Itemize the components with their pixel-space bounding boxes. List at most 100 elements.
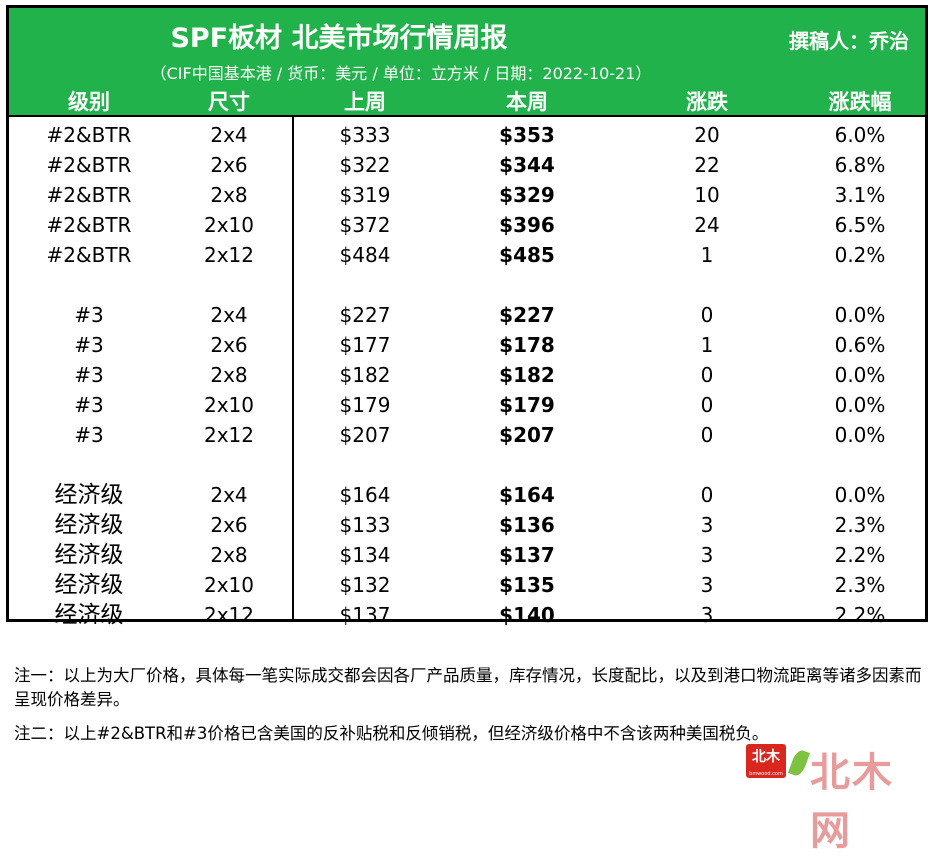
size-cell: 2x4 [210,483,248,507]
price-table-frame: SPF板材 北美市场行情周报 撰稿人：乔治 （CIF中国基本港 / 货币：美元 … [6,5,928,628]
column-header-last-week: 上周 [344,90,386,114]
this-week-cell: $164 [499,483,555,507]
this-week-cell: $182 [499,363,555,387]
size-cell: 2x6 [210,333,248,357]
this-week-cell: $207 [499,423,555,447]
change-pct-cell: 6.0% [834,123,886,147]
last-week-cell: $179 [339,393,391,417]
size-cell: 2x12 [203,603,254,627]
size-cell: 2x12 [203,423,254,447]
table-row: #3 2x8 $182 $182 0 0.0% [9,360,925,390]
grade-cell: #2&BTR [46,243,132,267]
logo-badge-url: bmwood.com [749,771,783,777]
change-pct-cell: 0.0% [834,363,886,387]
size-cell: 2x8 [210,543,248,567]
logo-text: 北木网 [810,750,894,854]
table-row: #2&BTR 2x12 $484 $485 1 0.2% [9,240,925,270]
table-row: 经济级 2x4 $164 $164 0 0.0% [9,480,925,510]
last-week-cell: $372 [339,213,391,237]
change-cell: 24 [694,213,720,237]
change-cell: 1 [700,333,714,357]
table-row: #2&BTR 2x10 $372 $396 24 6.5% [9,210,925,240]
last-week-cell: $137 [339,603,391,627]
size-cell: 2x8 [210,183,248,207]
table-row: #2&BTR 2x8 $319 $329 10 3.1% [9,180,925,210]
change-pct-cell: 2.2% [834,603,886,627]
change-cell: 0 [700,423,714,447]
last-week-cell: $319 [339,183,391,207]
change-cell: 0 [700,393,714,417]
footnote-1: 注一：以上为大厂价格，具体每一笔实际成交都会因各厂产品质量，库存情况，长度配比，… [14,666,922,709]
report-subtitle: （CIF中国基本港 / 货币：美元 / 单位：立方米 / 日期：2022-10-… [150,64,652,83]
this-week-cell: $485 [499,243,555,267]
size-cell: 2x6 [210,153,248,177]
last-week-cell: $207 [339,423,391,447]
this-week-cell: $178 [499,333,555,357]
this-week-cell: $179 [499,393,555,417]
column-header-change: 涨跌 [686,90,728,114]
grade-cell: #3 [74,393,104,417]
header-divider [9,115,925,117]
column-header-this-week: 本周 [506,90,548,114]
this-week-cell: $396 [499,213,555,237]
change-cell: 20 [694,123,720,147]
last-week-cell: $164 [339,483,391,507]
grade-cell: #2&BTR [46,183,132,207]
change-pct-cell: 6.8% [834,153,886,177]
change-pct-cell: 0.0% [834,303,886,327]
size-cell: 2x8 [210,363,248,387]
table-header: SPF板材 北美市场行情周报 撰稿人：乔治 （CIF中国基本港 / 货币：美元 … [9,8,925,115]
column-header-grade: 级别 [68,90,110,114]
table-row: #2&BTR 2x6 $322 $344 22 6.8% [9,150,925,180]
grade-cell: #3 [74,423,104,447]
grade-cell: #3 [74,303,104,327]
table-row: #3 2x6 $177 $178 1 0.6% [9,330,925,360]
leaf-icon [787,748,811,778]
grade-cell: 经济级 [54,512,124,538]
grade-cell: #3 [74,333,104,357]
size-cell: 2x6 [210,513,248,537]
change-cell: 3 [700,573,714,597]
grade-cell: 经济级 [54,602,124,628]
this-week-cell: $136 [499,513,555,537]
change-pct-cell: 0.0% [834,423,886,447]
this-week-cell: $140 [499,603,555,627]
table-row: #2&BTR 2x4 $333 $353 20 6.0% [9,120,925,150]
change-cell: 0 [700,483,714,507]
change-cell: 3 [700,513,714,537]
size-cell: 2x10 [203,393,254,417]
change-pct-cell: 6.5% [834,213,886,237]
change-pct-cell: 3.1% [834,183,886,207]
table-body: #2&BTR 2x4 $333 $353 20 6.0% #2&BTR 2x6 $322 $344… [9,115,925,628]
grade-cell: 经济级 [54,542,124,568]
last-week-cell: $182 [339,363,391,387]
change-pct-cell: 2.3% [834,573,886,597]
last-week-cell: $322 [339,153,391,177]
this-week-cell: $344 [499,153,555,177]
this-week-cell: $137 [499,543,555,567]
author-label: 撰稿人：乔治 [789,29,909,53]
column-header-change-pct: 涨跌幅 [828,90,892,114]
logo-badge-text: 北木 [752,749,780,765]
this-week-cell: $353 [499,123,555,147]
change-cell: 3 [700,543,714,567]
change-pct-cell: 0.6% [834,333,886,357]
change-pct-cell: 0.0% [834,393,886,417]
logo-badge: 北木 bmwood.com [746,744,786,778]
last-week-cell: $227 [339,303,391,327]
table-row: 经济级 2x8 $134 $137 3 2.2% [9,540,925,570]
last-week-cell: $177 [339,333,391,357]
this-week-cell: $135 [499,573,555,597]
this-week-cell: $227 [499,303,555,327]
table-row: 经济级 2x12 $137 $140 3 2.2% [9,600,925,630]
table-row: #3 2x10 $179 $179 0 0.0% [9,390,925,420]
grade-cell: #2&BTR [46,123,132,147]
grade-cell: 经济级 [54,572,124,598]
watermark-logo: 北木 bmwood.com 北木网 [740,740,930,854]
table-row: 经济级 2x10 $132 $135 3 2.3% [9,570,925,600]
change-pct-cell: 0.0% [834,483,886,507]
change-cell: 0 [700,303,714,327]
size-cell: 2x4 [210,123,248,147]
last-week-cell: $134 [339,543,391,567]
last-week-cell: $133 [339,513,391,537]
